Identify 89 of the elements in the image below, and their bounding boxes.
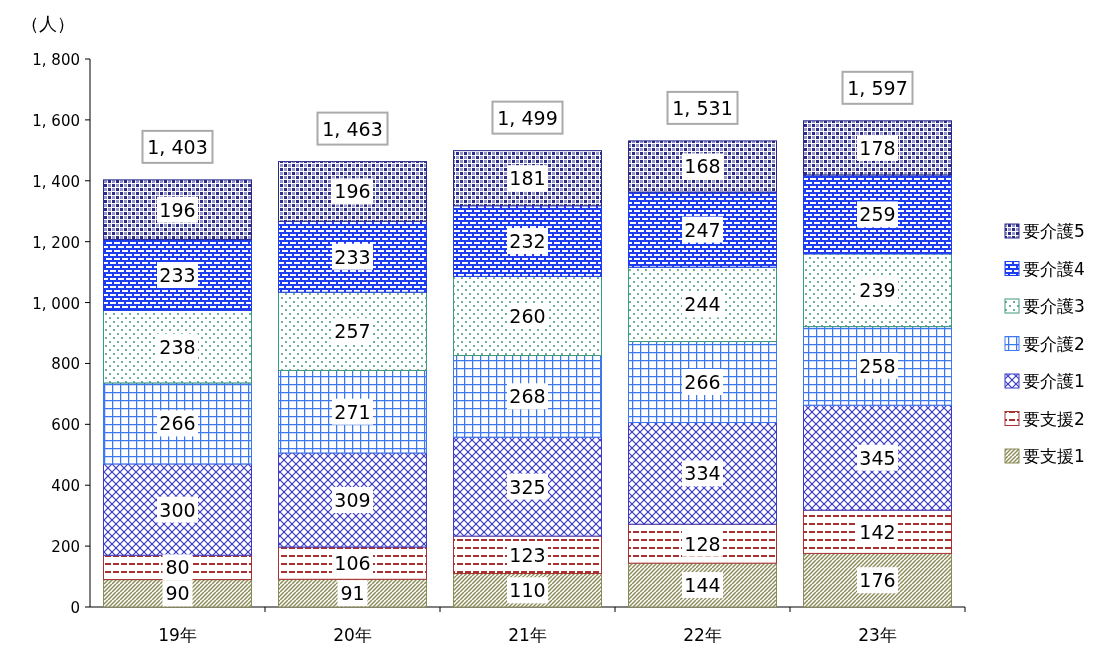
bar [803,552,952,608]
bar [103,463,252,556]
bar [453,275,602,357]
bar [453,355,602,438]
data-label: 257 [334,320,371,343]
bar [803,120,952,176]
data-label: 106 [334,552,371,575]
bar [628,341,777,424]
data-label: 232 [509,230,546,253]
data-label: 325 [509,475,546,498]
bar [803,253,952,328]
legend-label: 要介護4 [1023,258,1085,279]
data-label: 309 [334,488,371,511]
legend-label: 要介護1 [1023,371,1085,391]
x-tick-label: 20年 [333,625,372,645]
data-label: 259 [859,203,896,226]
y-tick-label: 200 [51,538,80,557]
total-label: 1, 597 [847,76,908,99]
total-label: 1, 463 [322,117,383,140]
data-label: 123 [509,543,546,566]
data-label: 233 [159,264,196,286]
data-label: 176 [859,569,896,592]
y-tick-label: 600 [51,416,80,435]
x-tick-label: 23年 [858,625,897,645]
y-tick-label: 1, 800 [32,51,80,69]
data-label: 144 [684,574,721,597]
bar [803,404,952,511]
data-label: 168 [684,155,721,178]
bar [103,382,252,465]
bar [278,291,427,371]
data-label: 268 [509,385,546,408]
x-tick-label: 19年 [158,625,197,645]
y-tick-label: 1, 200 [32,233,80,252]
bar [103,179,252,241]
legend-label: 要支援2 [1023,408,1085,429]
data-label: 260 [509,304,546,327]
data-label: 238 [159,335,196,358]
y-tick-label: 400 [51,477,80,496]
legend-label: 要介護3 [1023,296,1085,316]
bar [453,436,602,537]
data-label: 345 [859,446,896,469]
bar [628,266,777,343]
data-label: 196 [334,180,371,203]
y-tick-label: 1, 400 [32,172,80,191]
x-tick-label: 22年 [683,625,722,645]
legend-label: 要介護5 [1023,221,1085,241]
data-label: 90 [165,582,190,605]
y-axis-title: （人） [21,13,75,34]
data-label: 181 [509,167,546,190]
y-tick-label: 1, 000 [32,294,80,313]
data-label: 247 [684,218,721,241]
data-label: 110 [509,579,546,602]
data-label: 142 [859,520,896,543]
data-label: 128 [684,532,721,555]
data-label: 80 [165,556,190,579]
y-tick-label: 1, 600 [32,111,80,130]
bar [628,140,777,193]
bar [628,191,777,268]
bar [803,326,952,406]
bar [453,150,602,207]
data-label: 91 [340,582,365,605]
data-label: 244 [684,293,721,316]
total-label: 1, 531 [672,96,733,119]
data-label: 334 [684,462,721,485]
legend-label: 要介護2 [1023,333,1085,354]
total-label: 1, 403 [147,135,208,158]
data-label: 233 [334,245,371,268]
bar [278,452,427,548]
bar [103,309,252,384]
data-label: 266 [159,412,196,435]
data-label: 266 [684,371,721,394]
data-label: 300 [159,498,196,521]
x-tick-label: 21年 [508,625,547,645]
data-label: 178 [859,136,896,159]
bar [453,205,602,277]
bar [628,422,777,525]
data-label: 258 [859,354,896,377]
y-tick-label: 0 [70,599,80,617]
data-label: 271 [334,400,371,423]
data-label: 239 [859,279,896,302]
total-label: 1, 499 [497,106,558,129]
legend-label: 要支援1 [1023,446,1085,466]
data-label: 196 [159,198,196,221]
y-tick-label: 800 [51,355,80,374]
bar [278,161,427,222]
bar [278,220,427,293]
bar [103,239,252,311]
bar [278,369,427,454]
bar [803,174,952,255]
